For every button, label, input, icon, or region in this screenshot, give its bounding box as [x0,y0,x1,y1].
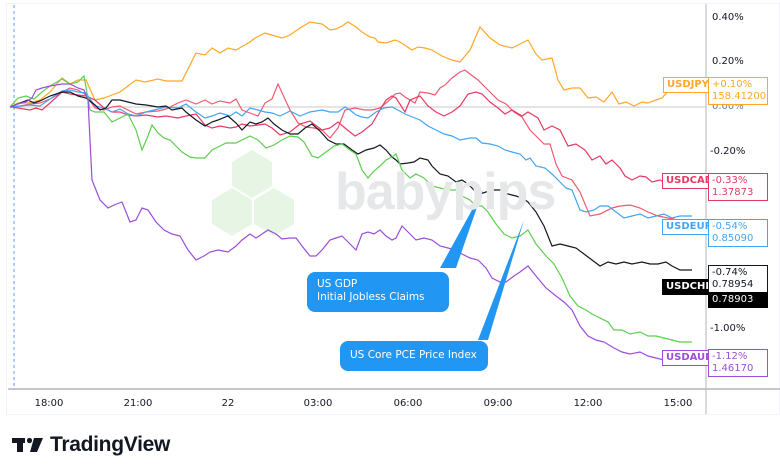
series-usdeur [9,89,692,219]
x-tick-1200: 12:00 [573,398,603,409]
babypips-watermark: babypips [335,163,556,221]
y-tick-0-40: 0.40% [712,12,744,23]
usdjpy-change: +0.10% [712,79,753,90]
callout-gdp-title: US GDP [317,278,358,290]
x-tick-1800: 18:00 [34,398,64,409]
usdeur-price: 0.85090 [712,233,754,244]
x-tick-0300: 03:00 [303,398,333,409]
callout-jobless-claims: Initial Jobless Claims [317,291,425,303]
x-tick-2100: 21:00 [123,398,153,409]
series-usdnzd [9,74,692,343]
usdcad-price: 1.37873 [712,187,754,198]
value-usdjpy: +0.10% 158.41200 [708,77,768,105]
callout-us-core-pce: US Core PCE Price Index [340,341,488,371]
usdaud-price: 1.46170 [712,363,754,374]
series-usdjpy [9,21,692,108]
value-usdaud: -1.12% 1.46170 [708,349,768,377]
y-tick-neg-1-00: -1.00% [710,323,746,334]
tradingview-brand: TradingView [50,433,171,456]
x-tick-0900: 09:00 [483,398,513,409]
tag-usdcad[interactable]: USDCAD [662,173,718,189]
value-usdcad: -0.33% 1.37873 [708,173,768,201]
series-usdaud [9,83,692,365]
value-usdchf-current: 0.78903 [708,292,768,308]
series-usdchf [9,91,692,271]
x-tick-1500: 15:00 [663,398,693,409]
tradingview-logo[interactable]: TradingView [12,433,170,457]
value-usdeur: -0.54% 0.85090 [708,219,768,247]
x-tick-0600: 06:00 [393,398,423,409]
usdeur-change: -0.54% [712,221,748,232]
usdcad-change: -0.33% [712,175,748,186]
usdchf-price: 0.78954 [712,279,754,290]
x-tick-22: 22 [221,398,235,409]
y-tick-0-20: 0.20% [712,56,744,67]
series-usdcad [9,91,692,185]
usdaud-change: -1.12% [712,351,748,362]
pce-callout-pointer [478,220,524,340]
usdchf-change: -0.74% [712,267,748,278]
tag-usdjpy[interactable]: USDJPY [663,77,713,93]
y-tick-neg-0-20: -0.20% [710,146,746,157]
callout-us-gdp: US GDP Initial Jobless Claims [307,272,449,312]
tradingview-logo-icon [12,437,43,452]
babypips-logo-icon [212,150,294,236]
gdp-callout-pointer [440,190,483,268]
series-usdgbp [9,69,692,221]
y-tick-0-00: 0.00% [712,101,744,112]
value-usdchf: -0.74% 0.78954 [708,265,768,293]
usdjpy-price: 158.41200 [712,91,767,102]
